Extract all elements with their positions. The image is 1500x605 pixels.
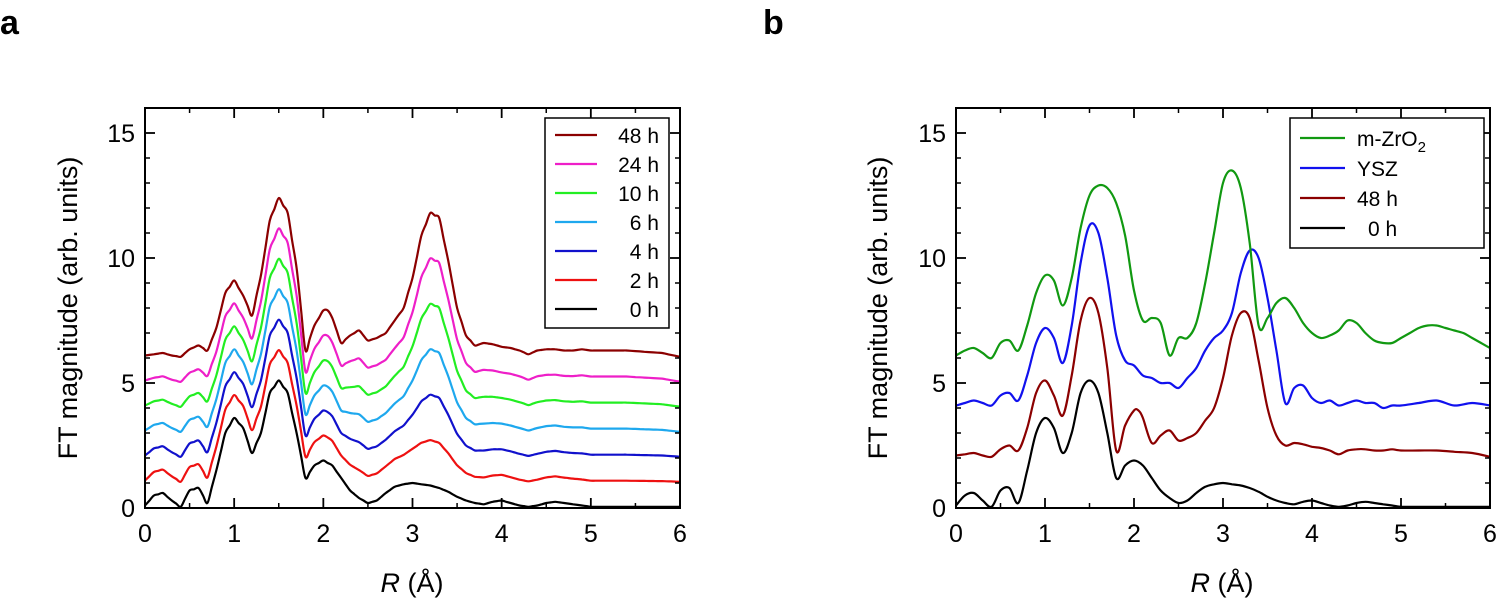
x-tick-label: 6	[1483, 520, 1497, 548]
panel-b-label: b	[763, 4, 784, 42]
legend-label: 4 h	[630, 241, 659, 264]
panel-a-label: a	[0, 4, 20, 42]
y-tick-label: 0	[121, 495, 135, 523]
panel-b: b 0 1 2 3 4 5 6 0 5 10 15 FT magnitude (arb. units…	[763, 4, 1497, 598]
panel-b-ylabel: FT magnitude (arb. units)	[863, 157, 893, 460]
legend-label: 24 h	[618, 154, 659, 177]
x-tick-label: 3	[1216, 520, 1230, 548]
panel-a-ylabel: FT magnitude (arb. units)	[53, 157, 83, 460]
panel-a-series-line	[144, 257, 681, 409]
legend-label: 0 h	[1368, 218, 1397, 241]
panel-a-series-line	[144, 379, 680, 509]
x-tick-label: 1	[227, 520, 241, 548]
panel-a-ticks: 0 1 2 3 4 5 6 0 5 10 15	[107, 108, 687, 548]
panel-a-series-line	[144, 318, 681, 459]
x-tick-label: 5	[1394, 520, 1408, 548]
y-tick-label: 5	[121, 370, 135, 398]
legend-label: 48 h	[618, 125, 659, 148]
x-tick-label: 0	[949, 520, 963, 548]
y-tick-label: 15	[107, 120, 135, 148]
legend-label: 48 h	[1357, 188, 1398, 211]
x-tick-label: 2	[1127, 520, 1141, 548]
x-tick-label: 0	[138, 520, 152, 548]
x-tick-label: 4	[1305, 520, 1319, 548]
x-tick-label: 2	[316, 520, 330, 548]
panel-a-series-line	[144, 196, 681, 359]
panel-a-lines	[144, 196, 681, 509]
x-tick-label: 6	[673, 520, 687, 548]
panel-a-series-line	[144, 227, 681, 384]
x-tick-label: 4	[495, 520, 509, 548]
y-tick-label: 0	[932, 495, 946, 523]
legend-label: 6 h	[630, 212, 659, 235]
panel-b-series-line	[955, 222, 1491, 410]
panel-b-series-line	[955, 379, 1490, 509]
x-tick-label: 1	[1038, 520, 1052, 548]
legend-label: 0 h	[630, 299, 659, 322]
legend-label: YSZ	[1357, 158, 1398, 181]
panel-b-series-line	[955, 296, 1491, 459]
y-tick-label: 10	[918, 245, 946, 273]
panel-b-xlabel: R (Å)	[1190, 567, 1253, 598]
panel-b-lines	[955, 169, 1491, 509]
panel-a: a 0 1 2 3 4 5 6 0 5 10 15 FT magnitude (arb. units…	[0, 4, 687, 598]
panel-a-series-line	[144, 349, 681, 483]
panel-a-xlabel: R (Å)	[380, 567, 443, 598]
y-tick-label: 15	[918, 120, 946, 148]
y-tick-label: 5	[932, 370, 946, 398]
y-tick-label: 10	[107, 245, 135, 273]
legend-label: 2 h	[630, 270, 659, 293]
panel-b-series-line	[955, 169, 1491, 360]
legend-label: 10 h	[618, 183, 659, 206]
x-tick-label: 5	[584, 520, 598, 548]
x-tick-label: 3	[406, 520, 420, 548]
panel-b-legend-box	[1289, 117, 1485, 249]
legend-label-subscript: 2	[1418, 139, 1426, 156]
panel-b-ticks: 0 1 2 3 4 5 6 0 5 10 15	[918, 108, 1497, 548]
panel-a-legend: 48 h 24 h 10 h 6 h 4 h 2 h 0 h	[544, 117, 670, 329]
panel-a-series-line	[144, 288, 681, 434]
